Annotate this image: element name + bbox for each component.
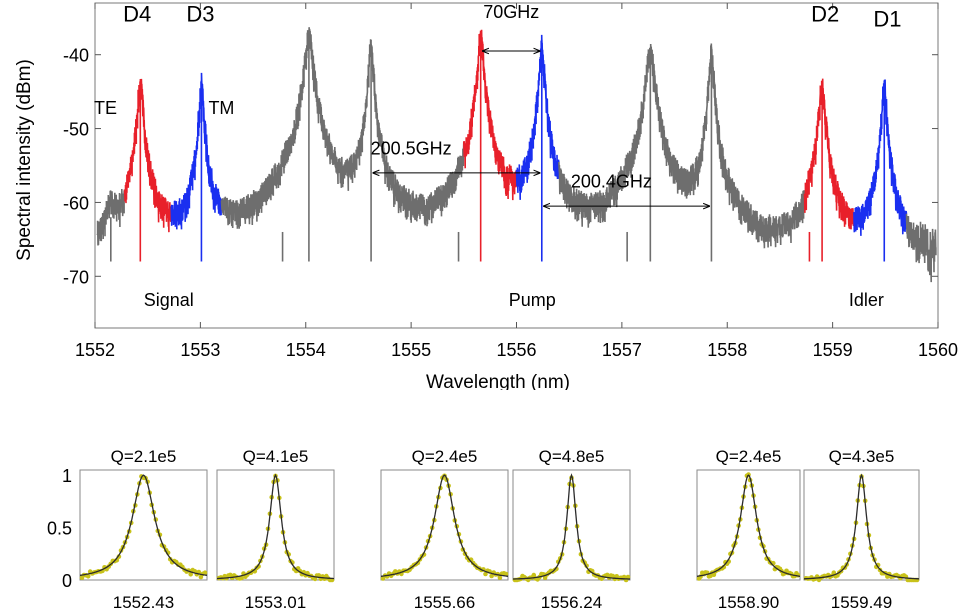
fit-panel-title: Q=2.4e5 <box>412 447 478 466</box>
annotation-70ghz: 70GHz <box>483 2 539 22</box>
fit-data-point <box>415 560 421 566</box>
x-tick-label: 1559 <box>813 340 853 360</box>
fit-data-point <box>312 576 318 582</box>
fit-panel-title: Q=2.1e5 <box>111 447 177 466</box>
spectrum-trace-segment-8 <box>853 79 908 236</box>
fit-panel-frame-0 <box>79 469 208 581</box>
y-tick-label: -40 <box>63 46 89 66</box>
resonance-fit-marks: 0 0.5 1 Q=2.1e5 1552.43 Q=4.1e5 1553.01 Q=2.4e5… <box>47 447 920 612</box>
fit-panel-frame-4 <box>696 469 801 581</box>
spectrum-marks: 1552 1553 1554 1555 1556 1557 1558 1559 1560 -70 -… <box>63 1 958 360</box>
fit-data-point <box>554 566 559 572</box>
resonance-fit-panels: 0 0.5 1 Q=2.1e5 1552.43 Q=4.1e5 1553.01 Q=2.4e5… <box>47 447 920 612</box>
fit-panel-xlabel: 1553.01 <box>245 593 306 612</box>
fit-curve-4 <box>696 474 801 577</box>
annotation-200-4ghz: 200.4GHz <box>571 172 652 192</box>
fit-panel-frame-5 <box>803 469 920 581</box>
x-tick-label: 1560 <box>918 340 958 360</box>
spectrum-trace-segment-2 <box>170 72 223 230</box>
fit-data-point <box>531 572 537 578</box>
fit-data-point <box>239 575 244 581</box>
annotation-signal: Signal <box>144 290 194 310</box>
fit-y-tick-label: 1 <box>62 466 72 486</box>
fit-curve-1 <box>217 473 334 580</box>
spectrum-trace-segment-3 <box>220 27 465 229</box>
y-tick-label: -70 <box>63 267 89 287</box>
fit-data-point <box>188 572 193 577</box>
fit-curve-2 <box>380 474 509 577</box>
fit-panel-xlabel: 1555.66 <box>414 593 475 612</box>
fit-curve-0 <box>79 474 208 576</box>
spectrum-trace-segment-7 <box>803 78 855 230</box>
annotation-d2: D2 <box>811 1 839 26</box>
x-axis-label: Wavelength (nm) <box>426 372 570 390</box>
fit-panel-frame-3 <box>512 469 631 581</box>
x-tick-label: 1553 <box>180 340 220 360</box>
spectrum-trace-segment-1 <box>123 78 172 233</box>
x-tick-label: 1558 <box>707 340 747 360</box>
x-tick-label: 1557 <box>602 340 642 360</box>
fit-panel-frame-1 <box>216 469 335 581</box>
fit-panel-title: Q=2.4e5 <box>716 447 782 466</box>
spectrum-trace-segment-6 <box>558 43 806 249</box>
annotation-pump: Pump <box>509 290 556 310</box>
fit-data-point <box>497 575 503 580</box>
annotation-d1: D1 <box>873 7 901 32</box>
fit-y-tick-label: 0 <box>62 571 72 591</box>
y-tick-label: -50 <box>63 120 89 140</box>
y-axis-label: Spectral intensity (dBm) <box>14 59 35 261</box>
fit-panel-xlabel: 1559.49 <box>831 593 892 612</box>
fit-data-point <box>202 570 208 575</box>
fit-panel-xlabel: 1552.43 <box>113 593 174 612</box>
x-tick-label: 1552 <box>75 340 115 360</box>
fit-panel-frame-2 <box>380 469 509 581</box>
fit-y-tick-label: 0.5 <box>47 519 72 539</box>
fit-panel-title: Q=4.8e5 <box>539 447 605 466</box>
y-tick-label: -60 <box>63 193 89 213</box>
fit-curve-3 <box>513 473 630 580</box>
annotation-tm: TM <box>208 98 234 118</box>
fit-data-point <box>503 571 509 577</box>
fit-panel-title: Q=4.3e5 <box>829 447 895 466</box>
spectrum-trace-segment-4 <box>463 29 518 201</box>
spectrum-trace-segment-9 <box>905 213 937 283</box>
fit-panel-title: Q=4.1e5 <box>243 447 309 466</box>
annotation-200-5ghz: 200.5GHz <box>371 138 452 158</box>
spectrum-trace-segment-0 <box>96 188 126 246</box>
x-tick-label: 1555 <box>391 340 431 360</box>
fit-panel-xlabel: 1558.90 <box>718 593 779 612</box>
annotation-idler: Idler <box>849 290 884 310</box>
spectrum-chart: 1552 1553 1554 1555 1556 1557 1558 1559 1560 -70 -… <box>14 1 958 390</box>
fit-data-point <box>489 573 494 579</box>
x-tick-label: 1556 <box>496 340 536 360</box>
annotation-d3: D3 <box>186 1 214 26</box>
annotation-te: TE <box>94 98 117 118</box>
fit-data-point <box>85 574 91 579</box>
annotation-d4: D4 <box>123 1 151 26</box>
x-tick-label: 1554 <box>286 340 326 360</box>
fit-curve-5 <box>804 473 919 580</box>
fit-data-point <box>483 571 488 577</box>
fit-panel-xlabel: 1556.24 <box>541 593 602 612</box>
fit-data-point <box>831 570 837 575</box>
spectrum-trace-segment-5 <box>515 34 560 200</box>
fit-data-point <box>625 574 631 580</box>
